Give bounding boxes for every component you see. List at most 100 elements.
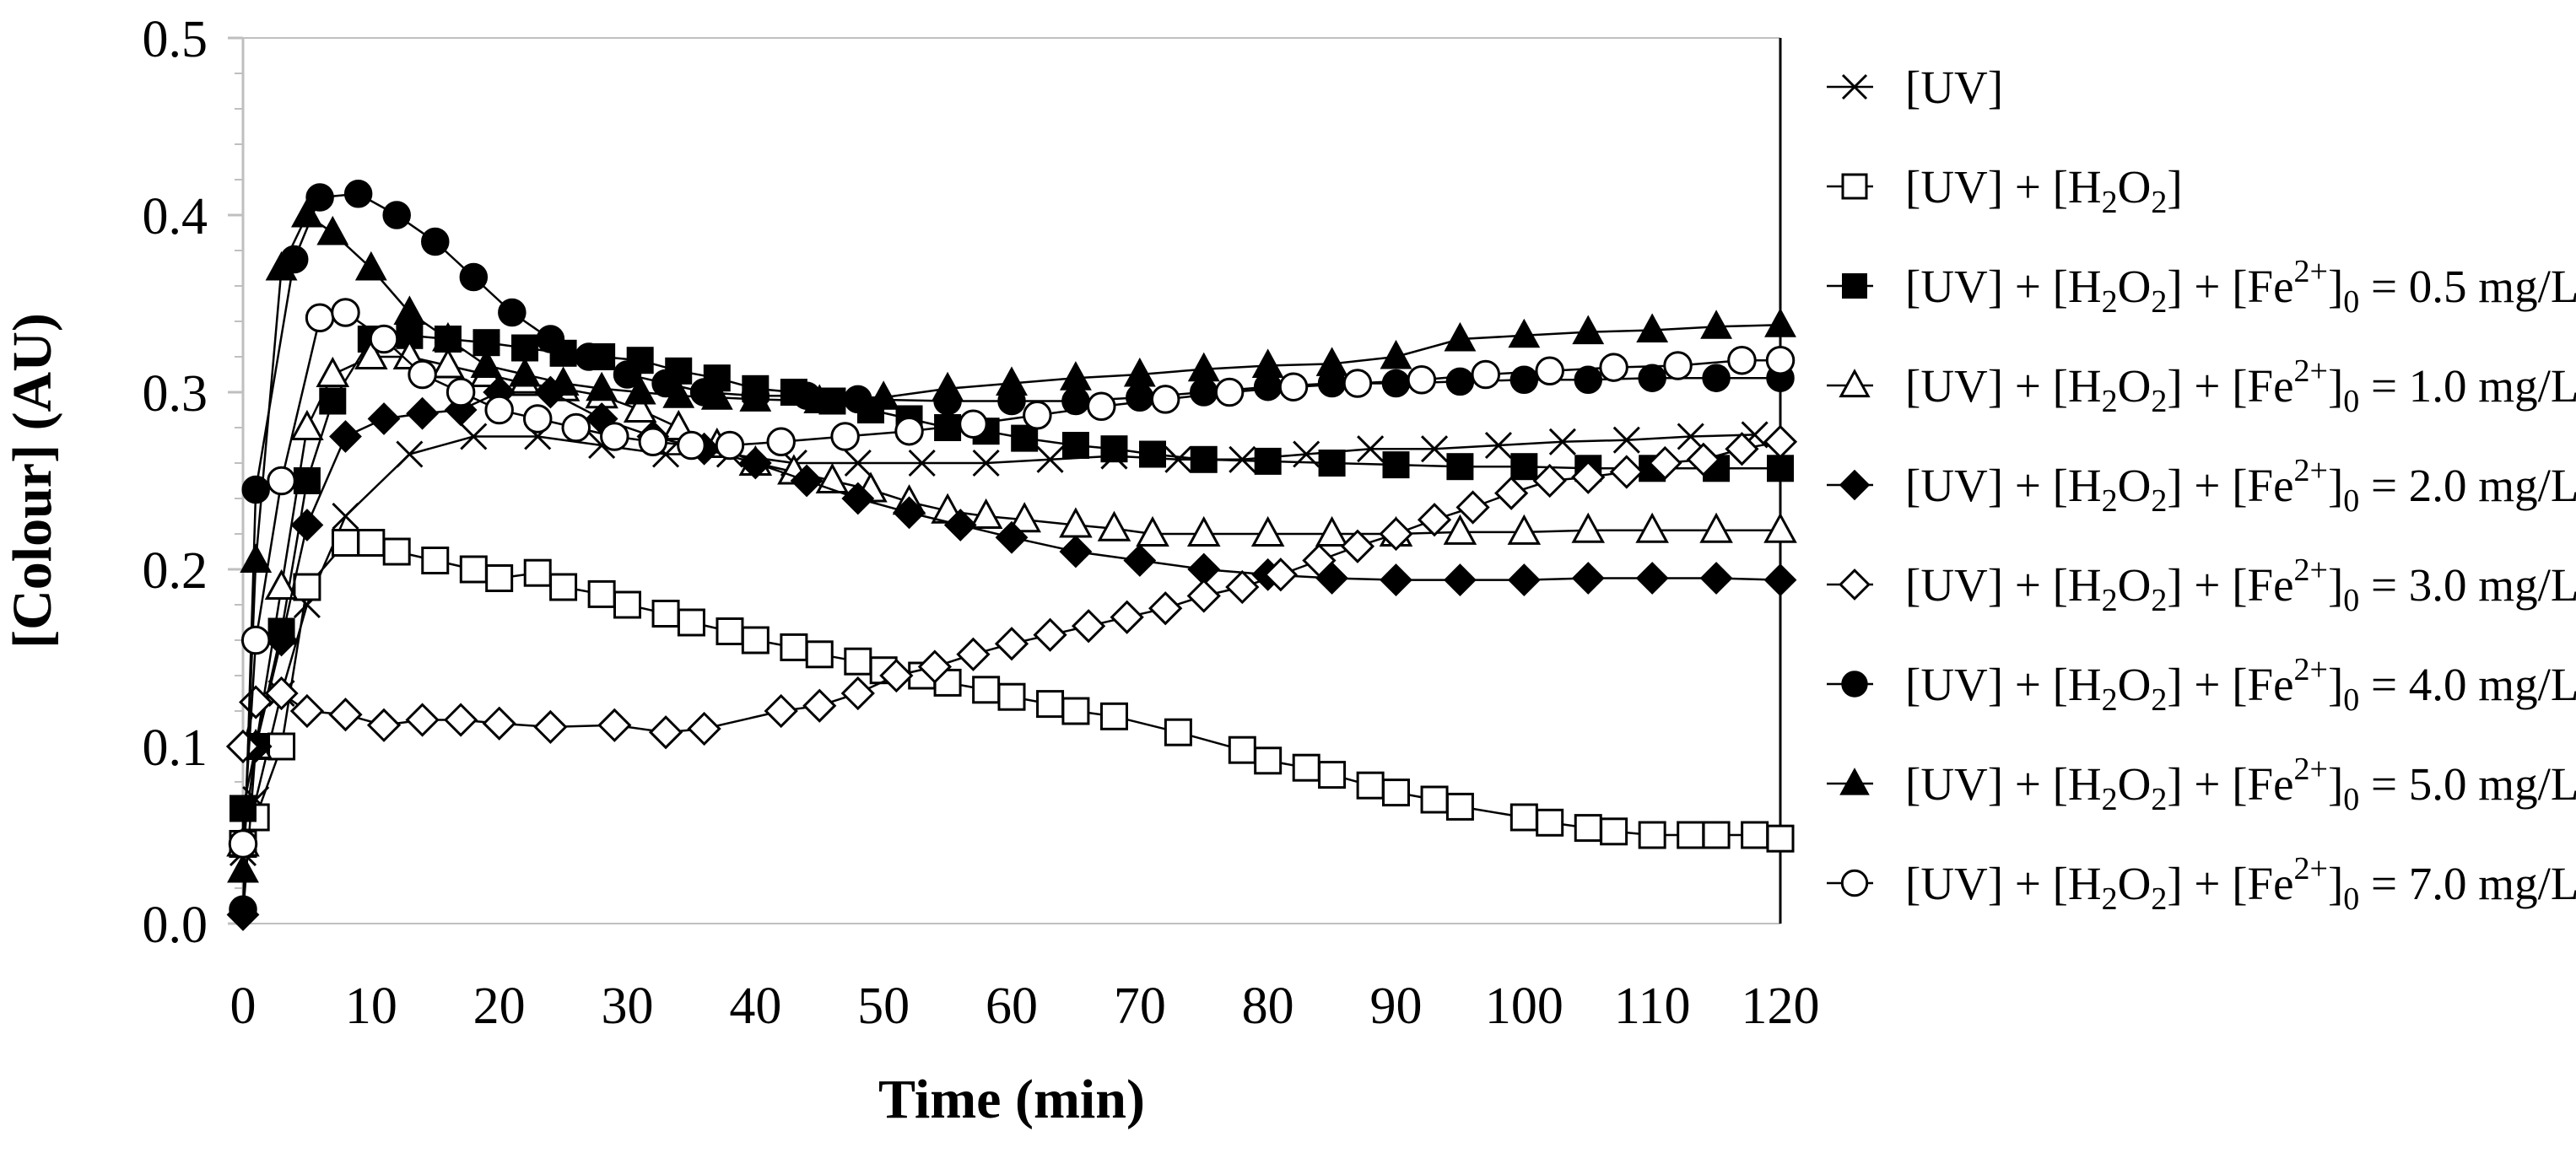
data-point <box>1023 401 1052 430</box>
data-point <box>1382 451 1410 479</box>
data-point <box>1420 435 1449 463</box>
data-point <box>677 608 705 637</box>
legend-text-part: ] <box>2328 460 2343 511</box>
data-point <box>575 342 603 371</box>
data-point <box>1763 512 1797 543</box>
series-9 <box>228 298 1796 859</box>
data-point <box>382 201 411 229</box>
data-point <box>597 708 632 742</box>
data-point <box>1484 431 1513 460</box>
data-point <box>1686 442 1721 477</box>
data-point <box>421 227 450 256</box>
data-point <box>1380 339 1412 369</box>
legend-subscript: 2 <box>2151 782 2167 817</box>
data-point <box>405 703 440 737</box>
legend-label: [UV] + [H2O2] + [Fe2+]0 = 7.0 mg/L <box>1905 851 2576 917</box>
data-point <box>1228 735 1256 764</box>
y-tick-label: 0.0 <box>143 897 208 954</box>
data-point <box>1638 364 1666 392</box>
data-point <box>406 396 439 430</box>
legend-subscript: 2 <box>2151 881 2167 917</box>
data-point <box>1087 391 1116 422</box>
legend-subscript: 0 <box>2343 583 2359 618</box>
legend: [UV][UV] + [H2O2][UV] + [H2O2] + [Fe2+]0… <box>1827 62 2576 917</box>
data-point <box>367 402 401 435</box>
legend-text-part: ] + [Fe <box>2167 360 2293 412</box>
data-point <box>459 555 488 584</box>
data-point <box>290 409 324 440</box>
y-tick-label: 0.2 <box>143 542 208 600</box>
data-point <box>241 475 270 504</box>
y-tick-label: 0.3 <box>143 365 208 423</box>
data-point <box>1841 73 1868 100</box>
legend-text-part: O <box>2118 559 2152 611</box>
data-point <box>393 295 426 325</box>
data-point <box>482 706 516 741</box>
legend-text-part: [UV] <box>1905 62 2003 113</box>
data-point <box>1250 515 1285 547</box>
legend-text-part: ] <box>2328 261 2343 312</box>
data-point <box>343 180 373 208</box>
data-point <box>739 382 772 412</box>
x-tick-label: 30 <box>602 978 654 1035</box>
data-point <box>1356 771 1385 800</box>
data-point <box>1417 503 1452 537</box>
data-point <box>1508 318 1541 348</box>
data-point <box>638 427 668 457</box>
data-point <box>1600 817 1628 846</box>
data-point <box>354 251 387 281</box>
data-point <box>1380 563 1412 597</box>
data-point <box>1841 671 1868 698</box>
legend-text-part: ] + [Fe <box>2167 858 2293 909</box>
data-point <box>316 356 350 387</box>
data-point <box>305 303 335 333</box>
data-point <box>1007 502 1041 533</box>
data-point <box>382 537 411 566</box>
data-point <box>613 360 642 389</box>
data-point <box>1136 515 1169 547</box>
x-tick-label: 110 <box>1614 978 1691 1035</box>
data-point <box>764 693 798 729</box>
legend-label: [UV] + [H2O2] <box>1905 161 2183 220</box>
legend-superscript: 2+ <box>2294 254 2328 289</box>
legend-subscript: 0 <box>2343 483 2359 519</box>
data-point <box>1186 515 1221 547</box>
data-point <box>1445 367 1475 396</box>
data-point <box>1033 617 1067 652</box>
legend-text-part: = 3.0 mg/L <box>2359 559 2576 611</box>
legend-text-part: ] + [Fe <box>2167 460 2293 511</box>
x-tick-label: 10 <box>345 978 397 1035</box>
legend-label: [UV] + [H2O2] + [Fe2+]0 = 3.0 mg/L <box>1905 552 2576 618</box>
data-point <box>1635 512 1669 543</box>
axes: 0.0 0.1 0.2 0.3 0.4 0.5 0 10 20 30 40 50 60 70 80 90 100… <box>143 11 1820 1035</box>
data-point <box>815 462 850 493</box>
legend-text-part: ] + [Fe <box>2167 659 2293 710</box>
legend-text-part: = 1.0 mg/L <box>2359 360 2576 412</box>
data-point <box>1510 453 1538 481</box>
legend-label: [UV] + [H2O2] + [Fe2+]0 = 5.0 mg/L <box>1905 752 2576 817</box>
x-tick-label: 50 <box>857 978 910 1035</box>
data-point <box>994 627 1029 661</box>
data-point <box>780 633 808 661</box>
data-point <box>1011 424 1039 452</box>
legend-label: [UV] + [H2O2] + [Fe2+]0 = 4.0 mg/L <box>1905 652 2576 718</box>
data-point <box>1702 821 1731 849</box>
data-point <box>1099 702 1128 730</box>
data-point <box>1699 512 1733 543</box>
data-point <box>509 357 541 387</box>
data-point <box>1677 423 1704 450</box>
legend-subscript: 2 <box>2102 583 2118 618</box>
data-point <box>1455 490 1490 525</box>
data-point <box>460 423 488 450</box>
legend-subscript: 2 <box>2151 185 2167 220</box>
data-point <box>357 529 386 557</box>
legend-superscript: 2+ <box>2294 353 2328 389</box>
data-point <box>485 564 514 592</box>
legend-text-part: [UV] + [H <box>1905 161 2102 213</box>
data-point <box>1342 369 1373 398</box>
legend-superscript: 2+ <box>2294 752 2328 787</box>
legend-item: [UV] + [H2O2] + [Fe2+]0 = 0.5 mg/L <box>1827 254 2576 320</box>
data-point <box>1036 690 1065 719</box>
legend-text-part: O <box>2118 360 2152 412</box>
